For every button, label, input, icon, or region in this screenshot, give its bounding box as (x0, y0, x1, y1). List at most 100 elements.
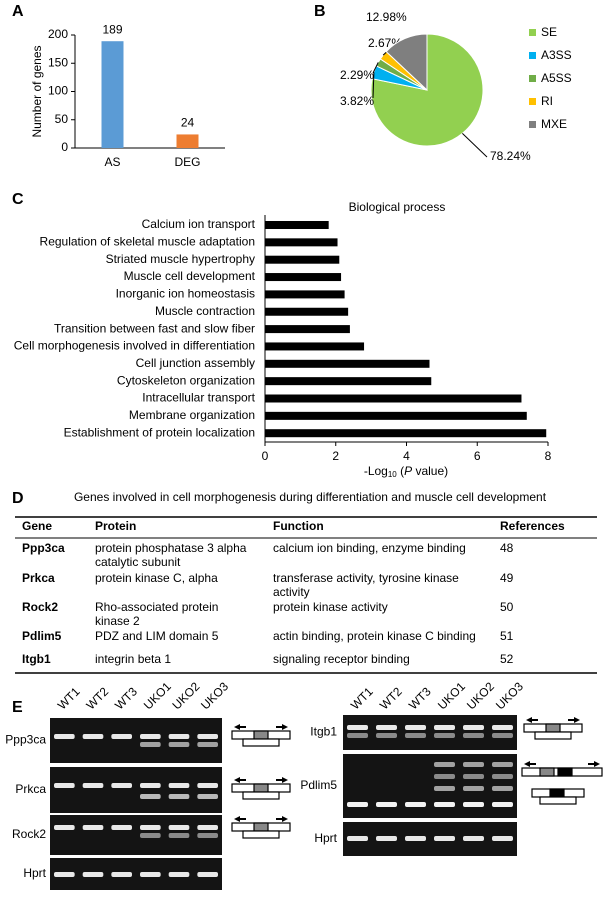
table-cell: integrin beta 1 (95, 652, 171, 666)
bar (265, 273, 342, 282)
lane-label: WT2 (83, 684, 111, 712)
lane-label: WT1 (55, 684, 83, 712)
x-tick-label: 4 (403, 449, 410, 463)
gel-band (492, 836, 513, 841)
gel-band (376, 725, 397, 730)
gel-band (492, 725, 513, 730)
gel-band (168, 742, 190, 747)
gel-band (197, 833, 218, 838)
lane-label: WT3 (406, 684, 434, 712)
table-cell: Itgb1 (22, 652, 51, 666)
chart-title: Biological process (349, 200, 446, 214)
table-header: References (500, 519, 565, 533)
y-tick-label: Regulation of skeletal muscle adaptation (40, 235, 255, 249)
table-header: Protein (95, 519, 136, 533)
gel-band (405, 725, 426, 730)
bar (265, 411, 527, 420)
x-axis-title-part: value) (412, 464, 448, 478)
table-cell: actin binding, protein kinase C binding (273, 629, 476, 643)
table-cell: Rho-associated protein (95, 600, 218, 614)
bar (265, 325, 350, 334)
table-cell: 52 (500, 652, 514, 666)
gel-band (197, 825, 218, 830)
table-cell: 49 (500, 571, 514, 585)
gel-band (463, 762, 484, 767)
gene-label: Prkca (15, 782, 46, 796)
gel-band (434, 802, 455, 807)
y-tick-label: 200 (48, 27, 68, 41)
lane-label: UKO1 (435, 679, 468, 712)
gel-band (463, 725, 484, 730)
bar (265, 255, 340, 264)
legend-label: RI (541, 94, 553, 108)
y-tick-label: Transition between fast and slow fiber (54, 321, 255, 335)
gel-image (50, 815, 222, 855)
exon-schematic (231, 723, 603, 839)
lane-label: UKO1 (141, 679, 174, 712)
value-label: 24 (181, 116, 195, 130)
gel-band (434, 733, 455, 738)
gel-band (54, 825, 75, 830)
x-axis-title-part: -Log (364, 464, 388, 478)
bar (265, 429, 547, 438)
gel-band (463, 733, 484, 738)
y-tick-label: Muscle cell development (124, 269, 256, 283)
bar (265, 238, 338, 247)
gel-band (140, 872, 161, 877)
legend-swatch (529, 75, 536, 82)
bar (265, 377, 432, 386)
table-cell: 50 (500, 600, 514, 614)
gel-band (492, 762, 513, 767)
table-cell: protein phosphatase 3 alpha (95, 541, 247, 555)
gel-band (168, 825, 190, 830)
gel-band (168, 794, 190, 799)
x-axis-title-part: 10 (388, 470, 397, 479)
bar (265, 307, 349, 316)
lane-label: UKO2 (169, 679, 202, 712)
gel-band (82, 825, 104, 830)
table-cell: 51 (500, 629, 514, 643)
table-cell: signaling receptor binding (273, 652, 410, 666)
y-tick-label: Cell junction assembly (136, 356, 255, 370)
table-cell: transferase activity, tyrosine kinase (273, 571, 459, 585)
lane-label: UKO2 (464, 679, 497, 712)
gel-band (168, 872, 190, 877)
legend-swatch (529, 121, 536, 128)
value-label: 78.24% (490, 149, 531, 163)
gel-band (111, 734, 132, 739)
panel-label: B (314, 3, 326, 20)
gel-band (463, 802, 484, 807)
gel-band (434, 786, 455, 791)
gel-image (50, 718, 222, 763)
legend-label: A5SS (541, 71, 572, 85)
bar (265, 359, 430, 368)
x-tick-label: 0 (262, 449, 269, 463)
table-cell: 48 (500, 541, 514, 555)
value-label: 2.29% (340, 68, 374, 82)
x-axis-title-part: ( (397, 464, 404, 478)
gel-band (197, 734, 218, 739)
legend-label: A3SS (541, 48, 572, 62)
gel-band (347, 836, 368, 841)
bar (265, 394, 522, 403)
leader-line (372, 62, 379, 74)
y-tick-label: Inorganic ion homeostasis (116, 287, 255, 301)
gel-band (140, 783, 161, 788)
value-label: 189 (102, 22, 122, 36)
gene-label: Pdlim5 (300, 778, 337, 792)
gene-label: Hprt (23, 866, 46, 880)
legend-label: MXE (541, 117, 567, 131)
leader-line (372, 72, 375, 99)
y-tick-label: Intracellular transport (142, 391, 255, 405)
gel-band (492, 733, 513, 738)
legend-swatch (529, 52, 536, 59)
gel-band (111, 872, 132, 877)
leader-line (462, 133, 488, 158)
table-header: Function (273, 519, 324, 533)
x-tick-label: 2 (332, 449, 339, 463)
x-tick-label: DEG (174, 155, 200, 169)
panel-label: C (12, 191, 24, 208)
table-cell: calcium ion binding, enzyme binding (273, 541, 466, 555)
gel-band (140, 742, 161, 747)
table-cell: PDZ and LIM domain 5 (95, 629, 219, 643)
